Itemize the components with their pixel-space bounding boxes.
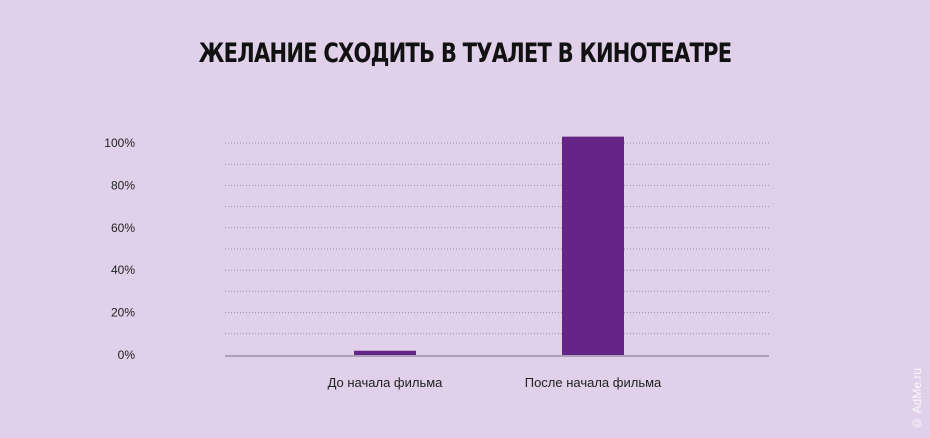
y-tick-label: 20% xyxy=(111,306,135,320)
y-tick-label: 0% xyxy=(118,348,136,362)
y-tick-label: 60% xyxy=(111,221,135,235)
chart-title: ЖЕЛАНИЕ СХОДИТЬ В ТУАЛЕТ В КИНОТЕАТРЕ xyxy=(198,38,732,69)
bar xyxy=(562,136,624,355)
y-tick-label: 80% xyxy=(111,178,135,192)
x-category-label: До начала фильма xyxy=(328,375,444,390)
y-tick-label: 40% xyxy=(111,263,135,277)
y-tick-label: 100% xyxy=(104,136,135,150)
watermark: © AdMe.ru xyxy=(910,367,924,430)
x-category-label: После начала фильма xyxy=(525,375,662,390)
bar xyxy=(354,350,416,355)
